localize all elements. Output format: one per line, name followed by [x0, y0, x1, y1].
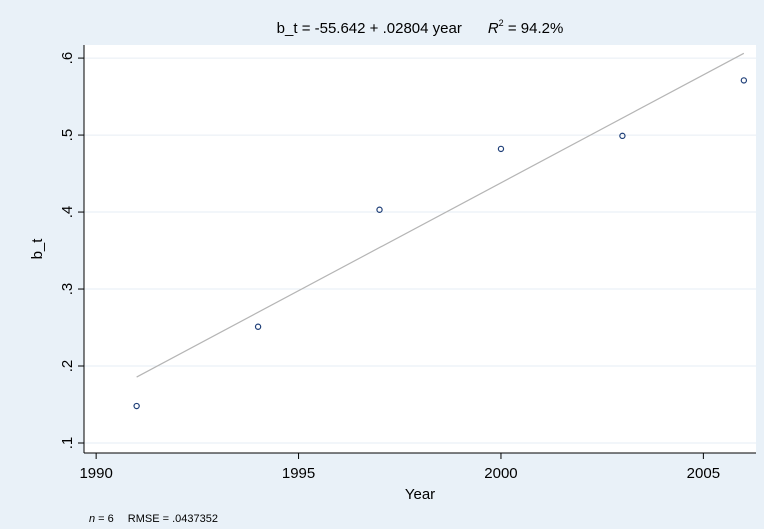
data-point-2	[376, 206, 383, 213]
x-tick-label-0: 1990	[79, 465, 112, 482]
data-point-0	[133, 402, 140, 410]
data-point-4	[619, 132, 626, 140]
title-r2-value: = 94.2%	[504, 20, 564, 37]
axes	[78, 45, 756, 459]
title-r2-superscript: 2	[499, 18, 504, 28]
data-point-1	[254, 323, 262, 330]
plot-area	[84, 45, 756, 453]
data-point-3	[497, 145, 505, 153]
y-tick-label-0: .1	[59, 437, 76, 450]
x-axis-label: Year	[405, 486, 435, 503]
y-tick-label-1: .2	[59, 360, 76, 373]
x-tick-label-3: 2005	[687, 465, 720, 482]
footnote-n-value: = 6	[95, 513, 114, 525]
tick-labels: .1 .2 .3 .4 .5 .6 1990 1995 2000 2005	[59, 52, 720, 482]
footnote-rmse: RMSE = .0437352	[128, 513, 218, 525]
title-r2-symbol: R	[488, 20, 499, 37]
fit-line	[136, 52, 745, 378]
chart-title: b_t = -55.642 + .02804 year R2 = 94.2%	[277, 18, 564, 37]
y-axis-label: b_t	[29, 238, 46, 260]
footnote: n = 6 RMSE = .0437352	[89, 513, 218, 525]
x-tick-label-2: 2000	[484, 465, 517, 482]
fit-line-layer	[136, 52, 745, 378]
y-tick-label-2: .3	[59, 283, 76, 296]
y-tick-label-3: .4	[59, 206, 76, 219]
x-tick-label-1: 1995	[282, 465, 315, 482]
y-tick-label-4: .5	[59, 129, 76, 142]
title-equation: b_t = -55.642 + .02804 year	[277, 20, 462, 37]
data-point-5	[740, 77, 748, 84]
gridlines	[84, 57, 756, 444]
footnote-n-label: n	[89, 513, 95, 525]
y-tick-label-5: .6	[59, 52, 76, 65]
data-points	[133, 77, 748, 410]
